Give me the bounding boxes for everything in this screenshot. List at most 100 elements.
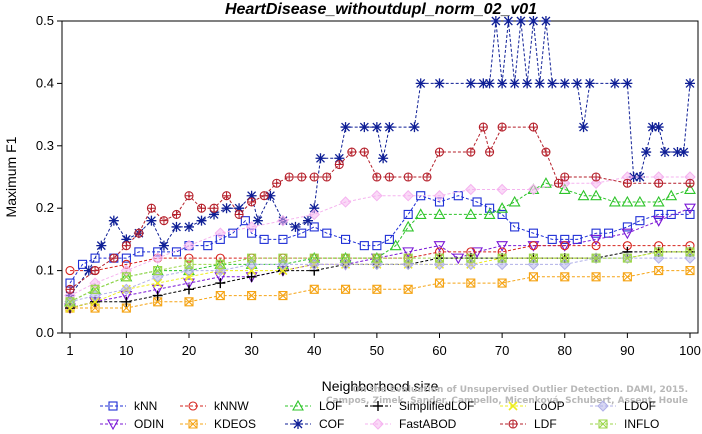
legend-label-kdeos: KDEOS bbox=[214, 417, 256, 431]
data-point-ldf bbox=[528, 122, 538, 132]
x-tick-label: 80 bbox=[558, 343, 572, 358]
series-line-ldf bbox=[69, 125, 690, 290]
data-point-ldf bbox=[234, 209, 244, 219]
legend-item-loop: LoOP bbox=[500, 399, 565, 413]
legend-item-lof: LOF bbox=[285, 399, 342, 413]
data-point-odin bbox=[402, 247, 415, 259]
x-tick-label: 30 bbox=[244, 343, 258, 358]
data-point-lof bbox=[652, 195, 665, 207]
data-point-inflo bbox=[341, 253, 351, 263]
data-point-cof bbox=[246, 190, 257, 201]
y-tick-label: 0.3 bbox=[36, 138, 54, 153]
data-point-inflo bbox=[215, 259, 225, 269]
data-point-lof bbox=[633, 195, 646, 207]
data-point-loop bbox=[153, 278, 163, 288]
data-point-simplifiedlof bbox=[183, 284, 194, 295]
legend: kNN kNNW LOF SimplifiedLOF LoOP LDOF ODIN KDEOS… bbox=[100, 399, 659, 431]
data-point-kdeos bbox=[184, 297, 194, 307]
series-cof bbox=[65, 16, 695, 301]
data-point-kdeos bbox=[685, 266, 695, 276]
data-point-odin bbox=[183, 278, 195, 290]
data-point-inflo bbox=[309, 253, 319, 263]
data-point-cof bbox=[290, 221, 301, 232]
data-point-loop bbox=[278, 266, 288, 276]
data-point-knn bbox=[510, 222, 520, 232]
x-tick-label: 50 bbox=[370, 343, 384, 358]
legend-item-ldof: LDOF bbox=[590, 399, 656, 413]
data-point-ldof bbox=[120, 283, 133, 296]
data-point-cof bbox=[528, 16, 539, 26]
data-point-ldf bbox=[334, 159, 344, 170]
x-tick-label: 90 bbox=[620, 343, 634, 358]
data-point-cof bbox=[647, 122, 658, 133]
data-point-fastabod bbox=[214, 227, 227, 239]
data-point-cof bbox=[559, 78, 570, 89]
data-point-knn bbox=[635, 216, 645, 226]
data-point-knn bbox=[359, 241, 369, 251]
data-point-cof bbox=[415, 78, 426, 89]
data-point-cof bbox=[484, 78, 495, 89]
legend-marker-fastabod bbox=[372, 418, 384, 430]
data-point-cof bbox=[183, 221, 194, 232]
data-point-knnw bbox=[184, 253, 194, 263]
data-point-knn bbox=[203, 241, 213, 251]
data-point-cof bbox=[685, 78, 695, 89]
y-tick-label: 0.5 bbox=[36, 13, 54, 28]
legend-item-odin: ODIN bbox=[100, 417, 164, 431]
data-point-knn bbox=[685, 209, 695, 219]
data-point-cof bbox=[490, 16, 501, 26]
data-point-ldf bbox=[560, 172, 570, 182]
data-point-knn bbox=[528, 228, 538, 238]
data-point-knn bbox=[560, 234, 570, 244]
data-point-knn bbox=[77, 259, 88, 269]
legend-label-ldof: LDOF bbox=[624, 399, 656, 413]
data-point-knn bbox=[309, 222, 319, 232]
legend-item-kdeos: KDEOS bbox=[180, 417, 256, 431]
data-point-inflo bbox=[466, 253, 476, 263]
data-point-ldf bbox=[434, 147, 445, 157]
legend-item-cof: COF bbox=[285, 417, 344, 431]
data-point-kdeos bbox=[466, 278, 476, 288]
series-fastabod bbox=[64, 171, 696, 302]
data-point-knnw bbox=[65, 266, 75, 276]
data-point-cof bbox=[622, 78, 633, 89]
legend-label-simplifiedlof: SimplifiedLOF bbox=[399, 399, 474, 413]
data-point-ldf bbox=[171, 209, 182, 219]
data-point-cof bbox=[465, 78, 476, 89]
data-point-knn bbox=[278, 234, 288, 244]
data-point-ldf bbox=[247, 197, 257, 207]
data-point-cof bbox=[678, 147, 689, 158]
legend-item-ldf: LDF bbox=[500, 417, 557, 431]
data-point-inflo bbox=[184, 259, 194, 269]
data-point-cof bbox=[509, 78, 520, 89]
x-tick-label: 10 bbox=[119, 343, 133, 358]
data-point-knn bbox=[622, 222, 632, 232]
data-point-kdeos bbox=[278, 291, 288, 301]
data-point-fastabod bbox=[433, 190, 446, 202]
data-point-lof bbox=[402, 220, 415, 232]
data-point-knn bbox=[572, 234, 582, 244]
legend-marker-odin bbox=[107, 419, 119, 431]
legend-label-odin: ODIN bbox=[134, 417, 164, 431]
data-point-cof bbox=[572, 78, 583, 89]
data-point-knnw bbox=[591, 241, 601, 251]
data-point-ldf bbox=[422, 172, 432, 182]
legend-marker-cof bbox=[293, 419, 303, 429]
data-point-ldf bbox=[90, 266, 100, 276]
data-point-cof bbox=[340, 122, 351, 133]
data-point-ldf bbox=[591, 172, 601, 182]
data-point-cof bbox=[252, 215, 263, 226]
data-point-loop bbox=[90, 297, 100, 307]
data-point-cof bbox=[371, 122, 382, 133]
data-point-inflo bbox=[685, 247, 695, 257]
data-point-kdeos bbox=[153, 297, 163, 307]
data-point-cof bbox=[265, 190, 276, 201]
series-line-odin bbox=[69, 207, 691, 309]
y-tick-label: 0.1 bbox=[36, 263, 54, 278]
data-point-cof bbox=[96, 240, 107, 251]
data-point-fastabod bbox=[465, 183, 477, 196]
legend-item-inflo: INFLO bbox=[590, 417, 659, 431]
data-point-lof bbox=[540, 177, 552, 188]
data-point-cof bbox=[315, 153, 326, 164]
